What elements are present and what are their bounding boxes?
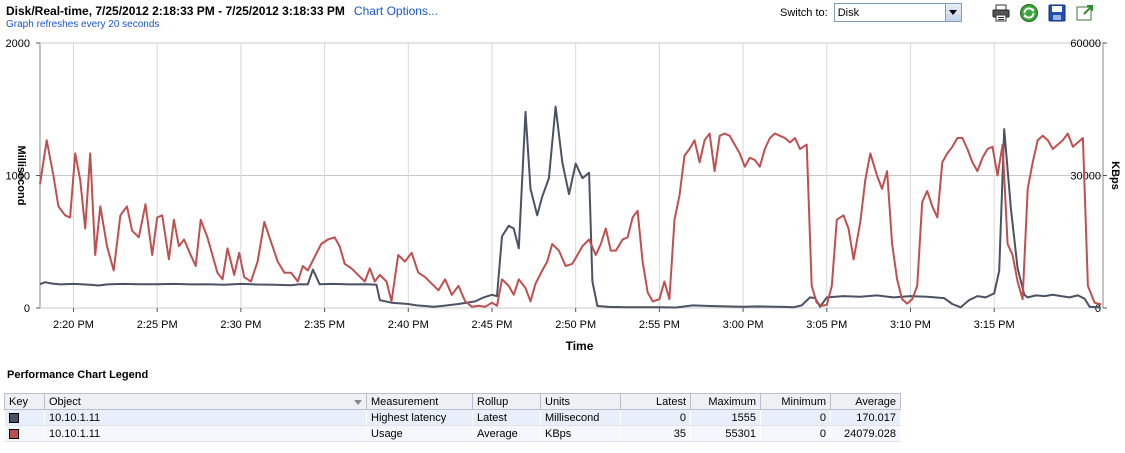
legend-average: 24079.028 <box>830 425 901 442</box>
column-header-rollup[interactable]: Rollup <box>472 393 541 410</box>
y-left-tick-label: 0 <box>24 303 30 315</box>
legend-maximum: 55301 <box>690 425 761 442</box>
x-tick-label: 2:55 PM <box>639 319 680 331</box>
chart-options-link[interactable]: Chart Options... <box>353 4 438 18</box>
legend-title: Performance Chart Legend <box>7 369 149 381</box>
x-tick-label: 2:50 PM <box>555 319 596 331</box>
popout-icon[interactable] <box>1074 3 1096 23</box>
refresh-icon[interactable] <box>1018 3 1040 23</box>
legend-minimum: 0 <box>760 425 831 442</box>
refresh-note: Graph refreshes every 20 seconds <box>6 19 160 30</box>
x-tick-label: 2:45 PM <box>471 319 512 331</box>
x-tick-label: 3:15 PM <box>974 319 1015 331</box>
column-header-minimum[interactable]: Minimum <box>760 393 831 410</box>
legend-maximum: 1555 <box>690 409 761 426</box>
column-header-average[interactable]: Average <box>830 393 901 410</box>
column-header-latest[interactable]: Latest <box>620 393 691 410</box>
series-line-usage <box>39 132 1102 308</box>
switch-to-value: Disk <box>837 6 860 19</box>
legend-minimum: 0 <box>760 409 831 426</box>
series-swatch <box>8 412 19 423</box>
series-swatch <box>8 428 19 439</box>
performance-chart: 2:20 PM 2:25 PM 2:30 PM 2:35 PM 2:40 PM 2:45 … <box>6 38 1121 353</box>
y-right-tick-label: 0 <box>1095 303 1101 315</box>
y-right-tick-label: 30000 <box>1070 171 1101 183</box>
legend-row[interactable]: 10.10.1.11 Highest latency Latest Millis… <box>4 409 901 426</box>
legend-row[interactable]: 10.10.1.11 Usage Average KBps 35 55301 0… <box>4 425 901 442</box>
legend-latest: 0 <box>620 409 691 426</box>
x-tick-label: 3:00 PM <box>723 319 764 331</box>
switch-to-control: Switch to: Disk <box>780 3 962 22</box>
column-header-object[interactable]: Object <box>44 393 367 410</box>
column-header-key[interactable]: Key <box>4 393 45 410</box>
legend-measurement: Highest latency <box>366 409 473 426</box>
legend-rollup: Average <box>472 425 541 442</box>
legend-object: 10.10.1.11 <box>44 425 367 442</box>
chart-header: Disk/Real-time, 7/25/2012 2:18:33 PM - 7… <box>6 4 438 30</box>
y-right-axis-label: KBps <box>1109 161 1121 190</box>
x-tick-label: 2:30 PM <box>220 319 261 331</box>
legend-key-cell <box>4 409 45 426</box>
y-left-axis-label: Millisecond <box>15 146 27 206</box>
x-tick-label: 2:35 PM <box>304 319 345 331</box>
chart-title: Disk/Real-time, 7/25/2012 2:18:33 PM - 7… <box>6 4 345 18</box>
legend-table: Key Object Measurement Rollup Units Late… <box>4 393 901 442</box>
chart-toolbar <box>990 3 1096 23</box>
switch-to-label: Switch to: <box>780 6 828 19</box>
y-left-tick-label: 1000 <box>6 171 30 183</box>
x-tick-label: 2:40 PM <box>388 319 429 331</box>
column-header-maximum[interactable]: Maximum <box>690 393 761 410</box>
column-header-measurement[interactable]: Measurement <box>366 393 473 410</box>
column-header-units[interactable]: Units <box>540 393 621 410</box>
printer-icon[interactable] <box>990 3 1012 23</box>
switch-to-select[interactable]: Disk <box>833 3 962 22</box>
legend-average: 170.017 <box>830 409 901 426</box>
y-left-tick-label: 2000 <box>6 38 30 50</box>
x-tick-label: 2:25 PM <box>137 319 178 331</box>
chevron-down-icon[interactable] <box>944 4 961 21</box>
legend-measurement: Usage <box>366 425 473 442</box>
x-tick-label: 2:20 PM <box>53 319 94 331</box>
legend-rollup: Latest <box>472 409 541 426</box>
x-axis-label: Time <box>566 339 594 353</box>
y-right-tick-label: 60000 <box>1070 38 1101 50</box>
legend-units: KBps <box>540 425 621 442</box>
series-line-highest-latency <box>39 105 1100 309</box>
x-tick-label: 3:05 PM <box>806 319 847 331</box>
legend-key-cell <box>4 425 45 442</box>
save-icon[interactable] <box>1046 3 1068 23</box>
sort-desc-icon <box>354 399 362 405</box>
x-tick-label: 3:10 PM <box>890 319 931 331</box>
legend-units: Millisecond <box>540 409 621 426</box>
legend-object: 10.10.1.11 <box>44 409 367 426</box>
legend-latest: 35 <box>620 425 691 442</box>
